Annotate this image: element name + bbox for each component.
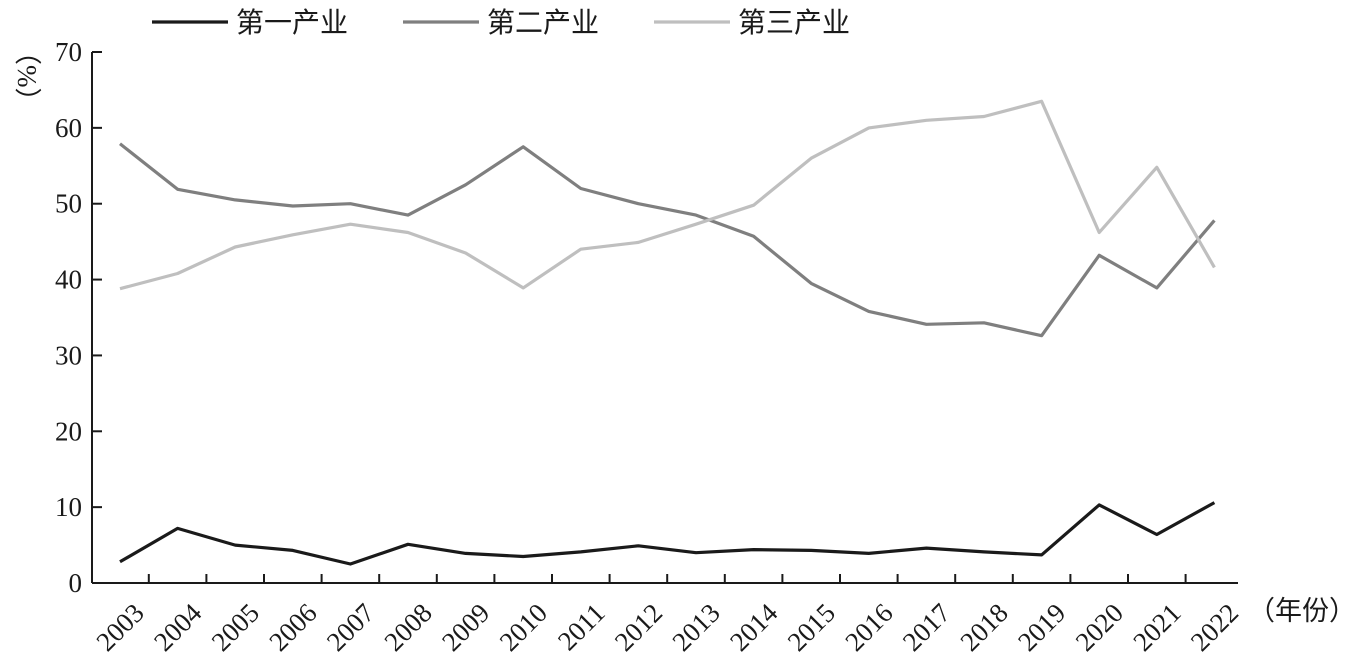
x-tick-label: 2003	[90, 598, 149, 657]
y-tick-label: 50	[55, 189, 82, 219]
y-tick-label: 0	[69, 568, 83, 598]
x-tick-label: 2015	[782, 598, 841, 657]
x-tick-label: 2005	[206, 598, 265, 657]
series-line-3	[119, 99, 1216, 291]
y-tick-label: 70	[55, 37, 82, 67]
x-tick-label: 2014	[724, 597, 784, 657]
y-tick-label: 10	[55, 492, 82, 522]
x-axis-unit-label: （年份）	[1248, 596, 1356, 626]
series-line-2	[119, 142, 1216, 338]
series-line-1	[119, 501, 1216, 566]
x-tick-label: 2017	[897, 598, 956, 657]
x-tick-label: 2006	[263, 598, 322, 657]
x-tick-label: 2020	[1070, 598, 1129, 657]
y-tick-label: 40	[55, 265, 82, 295]
series-lines	[119, 99, 1216, 566]
y-tick-label: 60	[55, 113, 82, 143]
legend-label-3: 第三产业	[738, 6, 850, 39]
x-tick-label: 2021	[1127, 598, 1186, 657]
y-tick-label: 30	[55, 340, 82, 370]
x-tick-label: 2009	[436, 598, 495, 657]
y-ticks: 0 10 20 30 40 50 60 70	[55, 37, 102, 598]
x-tick-label: 2022	[1185, 598, 1244, 657]
legend: 第一产业 第二产业 第三产业	[152, 6, 850, 39]
x-ticks: 2003200420052006200720082009201020112012…	[90, 574, 1244, 657]
legend-label-2: 第二产业	[487, 6, 599, 39]
x-tick-label: 2008	[378, 598, 437, 657]
x-tick-label: 2018	[954, 598, 1013, 657]
x-tick-label: 2016	[839, 598, 898, 657]
x-tick-label: 2004	[148, 597, 208, 657]
x-tick-label: 2007	[321, 598, 380, 657]
x-tick-label: 2010	[494, 598, 553, 657]
y-axis-unit-label: （%）	[12, 38, 42, 115]
x-tick-label: 2013	[666, 598, 725, 657]
y-tick-label: 20	[55, 416, 82, 446]
x-tick-label: 2011	[552, 598, 611, 657]
x-tick-label: 2019	[1012, 598, 1071, 657]
legend-label-1: 第一产业	[236, 6, 348, 39]
axes	[91, 52, 1238, 584]
x-tick-label: 2012	[609, 598, 668, 657]
